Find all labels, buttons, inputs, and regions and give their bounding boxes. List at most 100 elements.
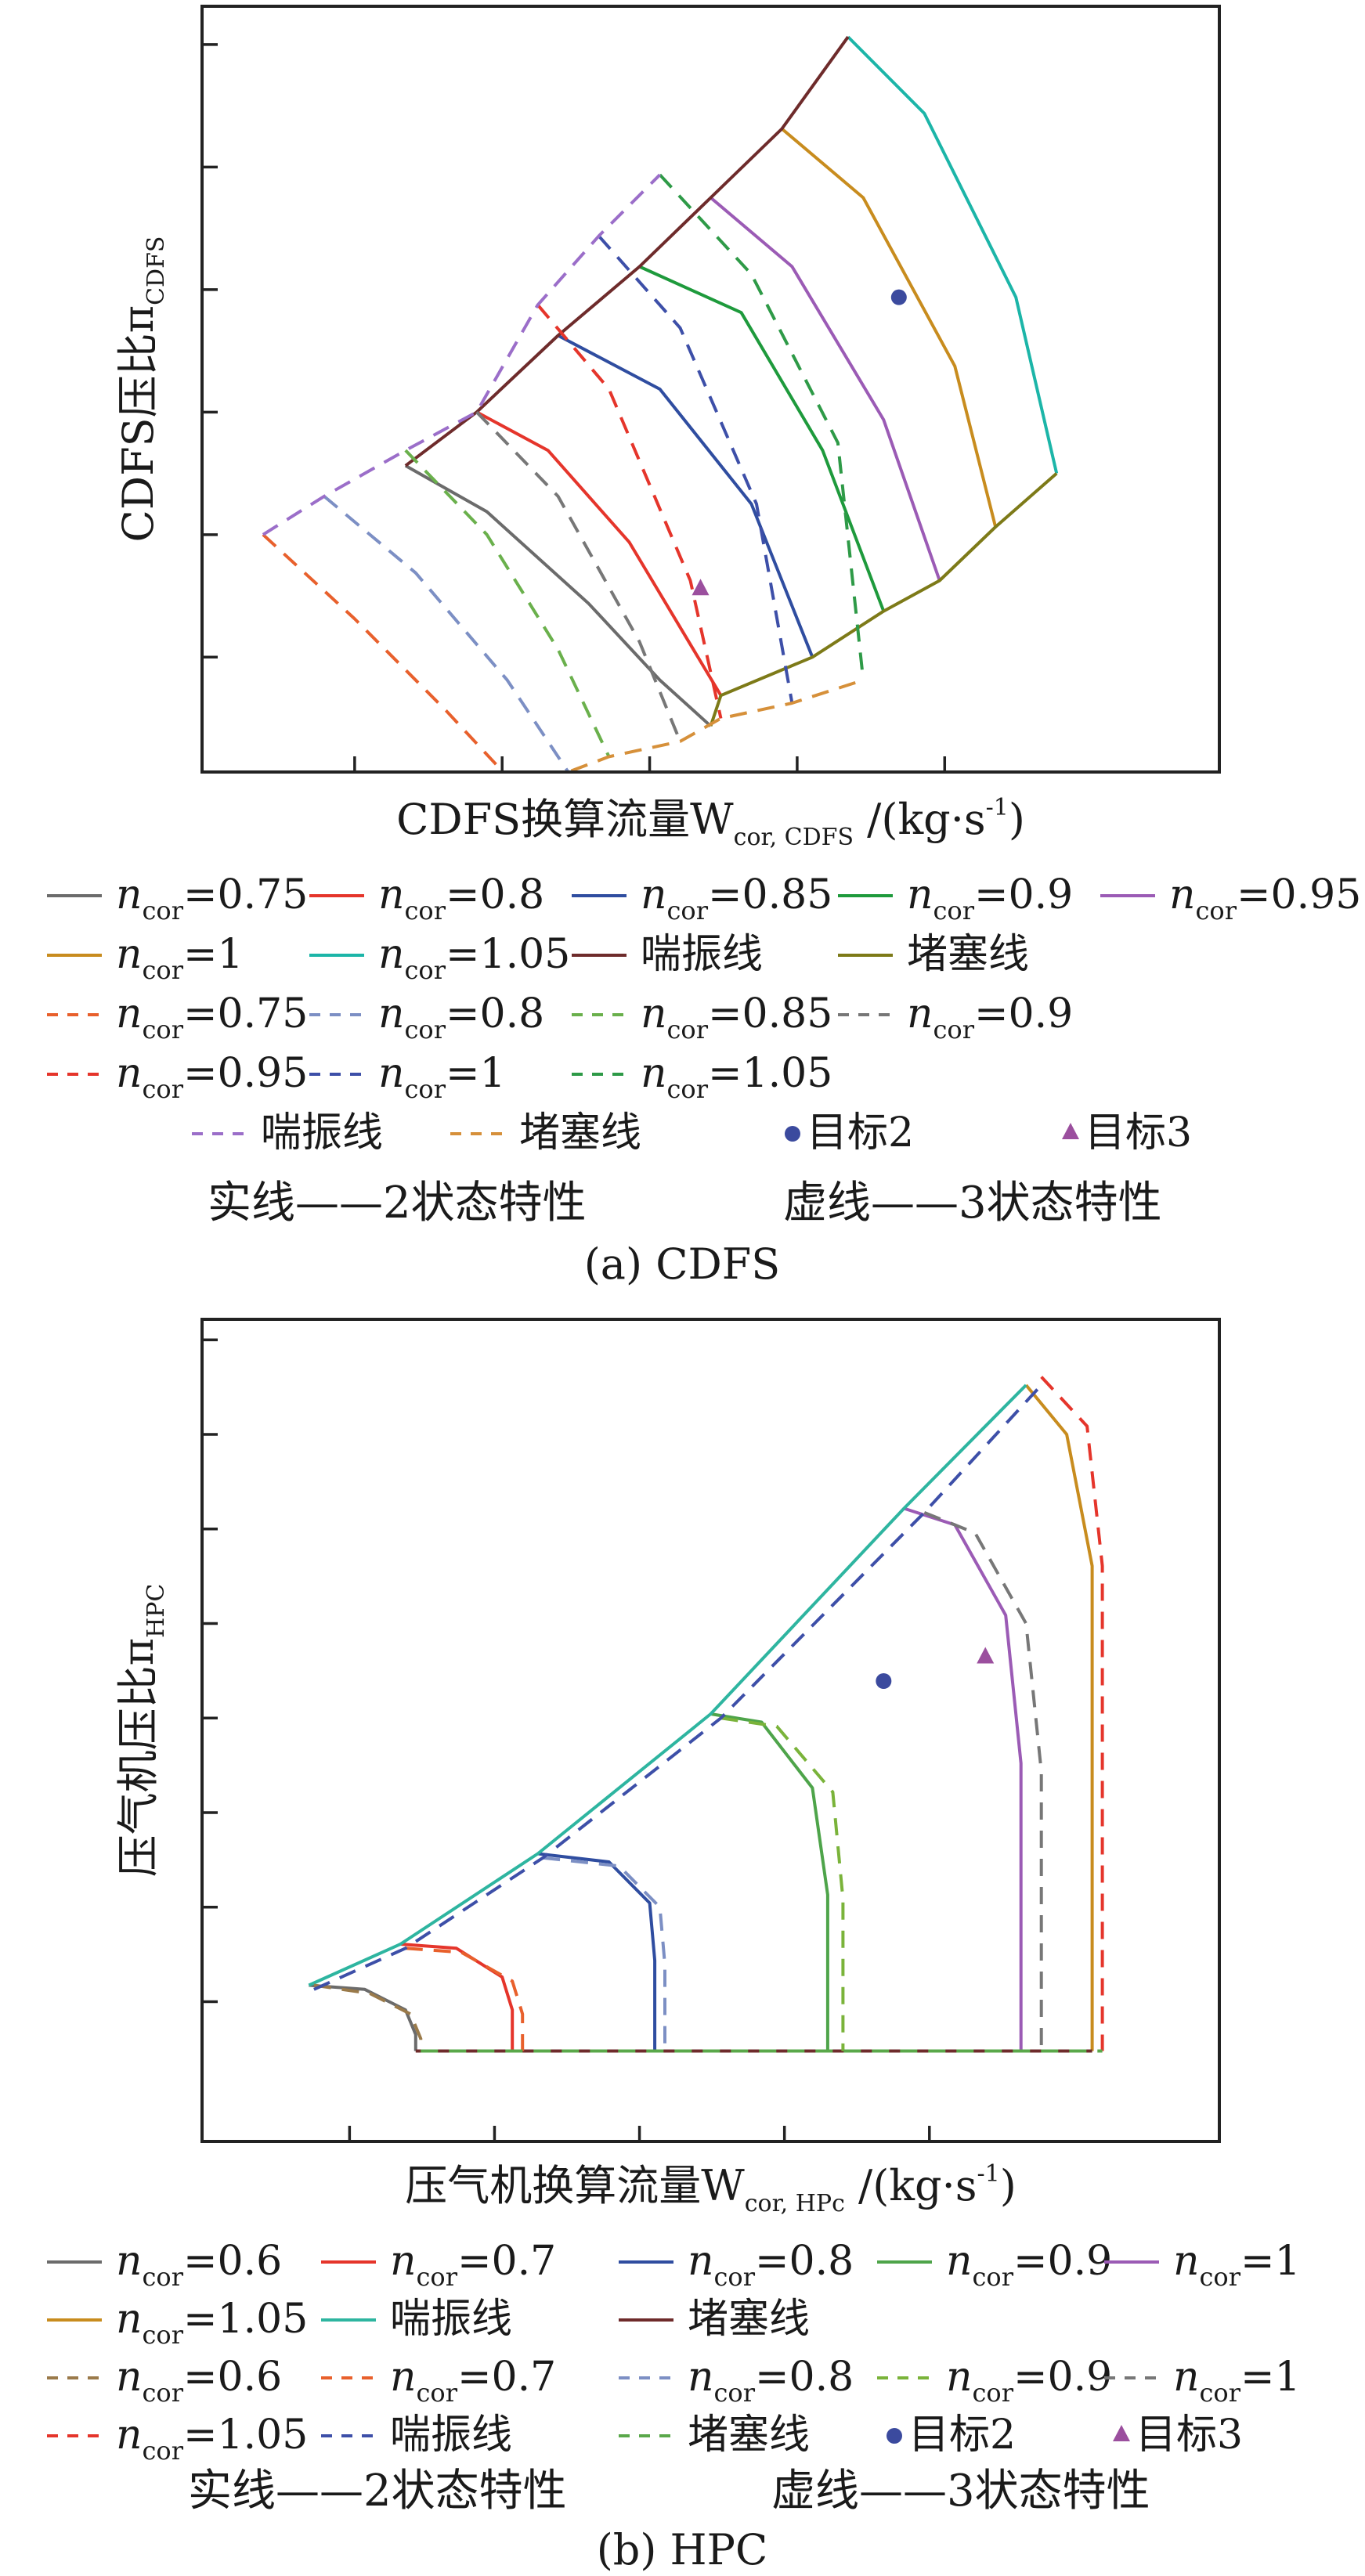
legend-label: ncor=0.9 (946, 2238, 1112, 2292)
legend-label: 目标2 (908, 2412, 1016, 2459)
legend-item: ncor=1 (1104, 2238, 1301, 2292)
legend-label: ncor=1.05 (116, 2412, 308, 2466)
legend-item: ncor=0.85 (572, 990, 832, 1044)
legend-item: ncor=0.9 (838, 871, 1073, 925)
y-axis-label: 压气机压比πHPC (114, 1584, 170, 1878)
legend-item: ncor=0.6 (47, 2238, 282, 2292)
legend-label: ncor=1.05 (378, 931, 570, 985)
solid-series-line (781, 127, 998, 528)
legend-label: ncor=0.7 (390, 2354, 556, 2408)
series-group (262, 35, 1059, 770)
dashed-series-line (720, 1716, 845, 2051)
legend-item: ncor=1.05 (47, 2296, 308, 2350)
solid-series-line (903, 1506, 1023, 2051)
target3-marker (977, 1647, 995, 1664)
legend-target3-swatch (1062, 1123, 1079, 1139)
dashed-line-note: 虚线——3状态特性 (771, 2466, 1150, 2516)
legend-item: 目标2 (785, 1109, 914, 1156)
dashed-series-line (568, 678, 864, 770)
dashed-series-line (542, 1856, 666, 2051)
legend-item: ncor=0.8 (309, 990, 544, 1044)
dashed-series-line (659, 173, 865, 680)
legend-item: ncor=0.8 (309, 871, 544, 925)
legend-item: ncor=0.75 (47, 871, 308, 925)
legend-label: ncor=0.6 (116, 2354, 282, 2408)
solid-series-line (404, 35, 850, 467)
legend-item: ncor=0.9 (877, 2238, 1112, 2292)
legend-item: ncor=1.05 (47, 2412, 308, 2466)
legend-label: ncor=0.85 (641, 871, 832, 925)
target2-marker (890, 289, 907, 305)
legend-label: 堵塞线 (688, 2296, 810, 2343)
chart-hpc: 压气机换算流量Wcor, HPc /(kg·s-1) 压气机压比πHPC ncor=… (47, 1318, 1301, 2574)
dashed-series-line (323, 495, 569, 770)
legend-item: ncor=0.8 (619, 2238, 854, 2292)
solid-series-line (308, 1384, 1027, 1987)
legend-item: ncor=0.7 (321, 2238, 556, 2292)
solid-line-note: 实线——2状态特性 (188, 2466, 567, 2516)
legend-label: ncor=0.6 (116, 2238, 282, 2292)
solid-series-line (847, 35, 1059, 474)
legend-label: 喘振线 (641, 931, 763, 978)
solid-line-note: 实线——2状态特性 (208, 1178, 587, 1228)
solid-series-line (710, 1712, 829, 2051)
legend-item: 堵塞线 (838, 931, 1029, 978)
legend-item: ncor=0.85 (572, 871, 832, 925)
legend-label: ncor=1 (116, 931, 244, 985)
legend: ncor=0.75 ncor=0.8 ncor=0.85 ncor=0.9 ncor=0… (47, 871, 1361, 1156)
legend-target2-swatch (785, 1126, 800, 1142)
legend-label: 目标3 (1085, 1109, 1192, 1156)
solid-series-line (404, 464, 712, 727)
legend-item: 喘振线 (192, 1109, 383, 1156)
legend-label: 喘振线 (261, 1109, 383, 1156)
legend-label: 目标2 (807, 1109, 914, 1156)
legend-item: 目标3 (1062, 1109, 1192, 1156)
legend-label: ncor=1 (1173, 2238, 1301, 2292)
legend-label: ncor=0.75 (116, 990, 308, 1044)
solid-series-line (475, 410, 723, 697)
legend-label: 喘振线 (390, 2296, 512, 2343)
legend-label: ncor=1.05 (116, 2296, 308, 2350)
legend-label: ncor=0.8 (688, 2354, 854, 2408)
legend-item: 喘振线 (321, 2296, 512, 2343)
solid-series-line (537, 1852, 657, 2051)
dashed-series-line (405, 1946, 525, 2051)
solid-series-line (638, 265, 886, 612)
legend-item: ncor=1 (47, 931, 244, 985)
legend-label: ncor=1 (1173, 2354, 1301, 2408)
legend-item: 喘振线 (572, 931, 763, 978)
legend-item: ncor=0.75 (47, 990, 308, 1044)
legend-item: ncor=1.05 (309, 931, 570, 985)
legend-label: ncor=0.9 (946, 2354, 1112, 2408)
legend-label: 堵塞线 (907, 931, 1029, 978)
legend-item: 堵塞线 (619, 2296, 810, 2343)
legend-label: 目标3 (1136, 2412, 1243, 2459)
solid-series-line (710, 196, 941, 582)
y-axis-label: CDFS压比πCDFS (114, 236, 170, 543)
legend-label: ncor=1 (378, 1050, 506, 1104)
dashed-series-line (404, 449, 611, 758)
target3-marker (692, 579, 710, 596)
plot-frame (200, 1318, 1221, 2143)
legend-target3-swatch (1113, 2425, 1130, 2441)
dashed-series-line (1040, 1376, 1104, 2051)
dashed-series-line (598, 235, 794, 704)
legend-item: 堵塞线 (619, 2412, 810, 2459)
solid-series-line (309, 1983, 417, 2051)
legend-label: ncor=0.95 (116, 1050, 308, 1104)
dashed-line-note: 虚线——3状态特性 (783, 1178, 1162, 1228)
legend-label: ncor=0.8 (378, 990, 544, 1044)
legend-item: ncor=0.9 (838, 990, 1073, 1044)
dashed-series-line (923, 1510, 1043, 2051)
legend-item: 目标3 (1113, 2412, 1243, 2459)
legend-label: 堵塞线 (688, 2412, 810, 2459)
dashed-series-line (475, 410, 682, 742)
legend-label: 堵塞线 (519, 1109, 641, 1156)
legend-item: 喘振线 (321, 2412, 512, 2459)
legend-label: ncor=0.95 (1169, 871, 1361, 925)
dashed-series-line (262, 173, 662, 536)
figure-caption: (b) HPC (597, 2525, 768, 2574)
legend-item: 目标2 (887, 2412, 1016, 2459)
x-axis-label: CDFS换算流量Wcor, CDFS /(kg·s-1) (396, 794, 1025, 851)
